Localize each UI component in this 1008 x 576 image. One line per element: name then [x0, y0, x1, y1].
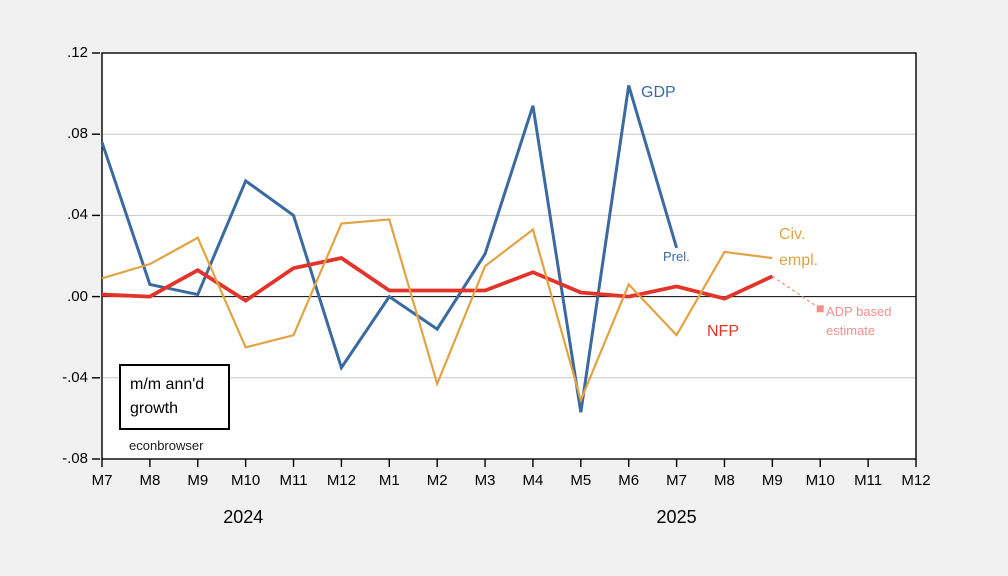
units-note-line2: growth — [130, 400, 179, 417]
plot-border — [101, 52, 917, 460]
series-gdp-line — [100, 85, 679, 413]
units-note-box: m/m ann'd growth — [119, 364, 230, 430]
series-adp-based-estimate-line — [771, 275, 821, 310]
plot-area-background — [102, 53, 916, 459]
units-note-line1: m/m ann'd — [130, 376, 205, 393]
series-civ-empl-line — [101, 218, 773, 404]
econbrowser-watermark: econbrowser — [129, 438, 204, 453]
adp-estimate-marker — [816, 305, 824, 313]
series-nfp-line — [101, 256, 774, 303]
